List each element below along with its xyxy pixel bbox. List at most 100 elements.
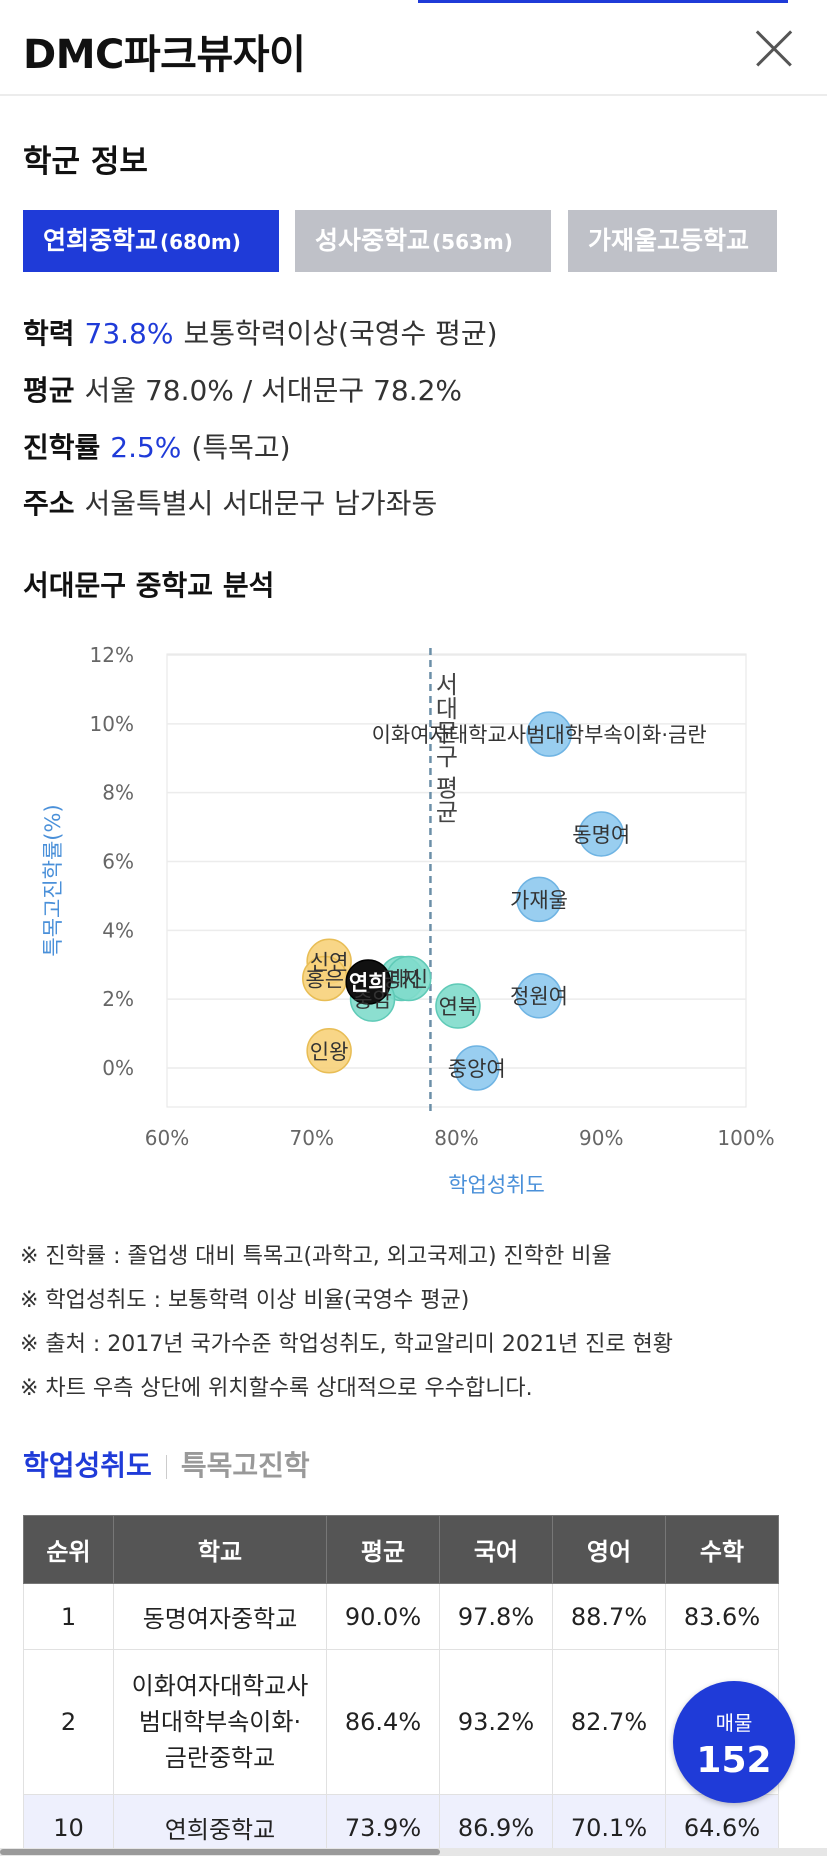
note-item: ※ 학업성취도 : 보통학력 이상 비율(국영수 평균) (20, 1288, 470, 1313)
listings-label: 매물 (715, 1711, 753, 1735)
cell-english: 82.7% (552, 1649, 666, 1795)
point-label: 이화여자대학교사범대학부속이화·금란 (372, 723, 707, 747)
scatter-point (345, 959, 391, 1005)
point-label: 중앙여 (448, 1057, 506, 1081)
info-text: (특목고) (191, 431, 291, 464)
point-label: 동명여 (572, 823, 630, 847)
point-label: 명지 (382, 968, 421, 992)
tab-special-high[interactable]: 특목고진학 (180, 1449, 310, 1482)
cell-school-line: 범대학부속이화· (138, 1708, 302, 1736)
note-item: ※ 진학률 : 졸업생 대비 특목고(과학고, 외고국제고) 진학한 비율 (20, 1244, 612, 1269)
info-row-advancement: 진학률 2.5% (특목고) (23, 426, 291, 466)
page-title: DMC파크뷰자이 (23, 32, 306, 78)
y-tick-label: 4% (102, 918, 134, 942)
tab-distance: (563m) (432, 230, 513, 254)
y-tick-label: 6% (102, 850, 134, 874)
tab-yeonhui-middle[interactable]: 연희중학교 (680m) (23, 210, 279, 272)
ranking-table: 순위 학교 평균 국어 영어 수학 1 동명여자중학교 90.0% 97.8% … (23, 1515, 779, 1856)
info-key: 진학률 (23, 431, 101, 464)
analysis-title: 서대문구 중학교 분석 (23, 569, 275, 602)
tab-divider (165, 1455, 167, 1479)
x-tick-label: 100% (717, 1126, 774, 1150)
table-row: 1 동명여자중학교 90.0% 97.8% 88.7% 83.6% (23, 1583, 779, 1650)
scatter-point (516, 876, 562, 923)
listings-button[interactable]: 매물 152 (673, 1681, 795, 1803)
info-row-average: 평균 서울 78.0% / 서대문구 78.2% (23, 369, 462, 409)
info-text: 보통학력이상(국영수 평균) (183, 317, 498, 350)
close-button[interactable] (754, 28, 794, 68)
col-header-rank: 순위 (23, 1515, 114, 1584)
point-label: 연희 (349, 971, 388, 995)
info-highlight: 2.5% (110, 431, 182, 464)
y-axis-title: 특목고진학률(%) (41, 804, 65, 956)
table-header-row: 순위 학교 평균 국어 영어 수학 (23, 1515, 779, 1584)
school-tabs: 연희중학교 (680m) 성사중학교 (563m) 가재울고등학교 (23, 210, 777, 272)
top-accent-bar (418, 0, 788, 3)
tab-distance: (680m) (160, 230, 241, 254)
x-tick-label: 70% (290, 1126, 334, 1150)
point-label: 정원여 (510, 985, 568, 1009)
cell-school-line: 금란중학교 (164, 1744, 276, 1772)
header: DMC파크뷰자이 (0, 0, 827, 96)
cell-rank: 2 (23, 1649, 114, 1795)
info-row-achievement: 학력 73.8% 보통학력이상(국영수 평균) (23, 312, 498, 352)
col-header-school: 학교 (113, 1515, 327, 1584)
x-tick-label: 80% (434, 1126, 478, 1150)
cell-average: 73.9% (326, 1794, 440, 1856)
info-text: 서울특별시 서대문구 남가좌동 (84, 487, 438, 520)
cell-english: 70.1% (552, 1794, 666, 1856)
tab-seongsa-middle[interactable]: 성사중학교 (563m) (295, 210, 551, 272)
cell-math: 64.6% (665, 1794, 779, 1856)
plot-area (166, 653, 747, 1108)
tab-achievement[interactable]: 학업성취도 (23, 1449, 152, 1482)
info-highlight: 73.8% (84, 317, 174, 350)
notes: ※ 진학률 : 졸업생 대비 특목고(과학고, 외고국제고) 진학한 비율 ※ … (20, 1242, 673, 1418)
cell-school: 동명여자중학교 (113, 1583, 327, 1650)
note-item: ※ 출처 : 2017년 국가수준 학업성취도, 학교알리미 2021년 진로 … (20, 1332, 674, 1357)
scatter-point (435, 983, 481, 1029)
point-label: 신연 (310, 950, 349, 974)
tab-label: 가재울고등학교 (588, 226, 750, 255)
cell-school-line: 이화여자대학교사 (131, 1672, 309, 1700)
col-header-math: 수학 (665, 1515, 779, 1584)
info-row-address: 주소 서울특별시 서대문구 남가좌동 (23, 482, 437, 522)
info-key: 주소 (23, 487, 75, 520)
x-tick-label: 90% (579, 1126, 623, 1150)
listings-count: 152 (696, 1740, 772, 1781)
point-label: 충암 (353, 988, 392, 1012)
cell-korean: 97.8% (439, 1583, 553, 1650)
x-tick-label: 60% (145, 1126, 189, 1150)
scatter-point (454, 1045, 500, 1091)
info-text: 서울 78.0% / 서대문구 78.2% (84, 374, 463, 407)
y-tick-label: 2% (102, 987, 134, 1011)
point-label: 연북 (439, 995, 478, 1019)
col-header-english: 영어 (552, 1515, 666, 1584)
tab-label: 연희중학교 (43, 226, 159, 255)
scatter-point (526, 711, 572, 757)
cell-school: 연희중학교 (113, 1794, 327, 1856)
info-key: 평균 (23, 374, 75, 407)
cell-math: 83.6% (665, 1583, 779, 1650)
y-tick-label: 8% (102, 781, 134, 805)
chart-svg: 12% 10% 8% 6% 4% 2% 0% 60% 70% 80% 90% 100% 학업성취도 특목고… (41, 643, 775, 1197)
sort-tabs: 학업성취도 특목고진학 (23, 1444, 310, 1484)
table-row: 2 이화여자대학교사 범대학부속이화· 금란중학교 86.4% 93.2% 82… (23, 1649, 779, 1795)
tab-gajaeul-high[interactable]: 가재울고등학교 (568, 210, 777, 272)
col-header-korean: 국어 (439, 1515, 553, 1584)
point-label: 가재울 (510, 888, 568, 912)
district-average-label: 서대문구 평균 (430, 672, 458, 824)
x-axis-title: 학업성취도 (448, 1173, 545, 1197)
y-tick-label: 10% (90, 712, 134, 736)
cell-average: 90.0% (326, 1583, 440, 1650)
note-item: ※ 차트 우측 상단에 위치할수록 상대적으로 우수합니다. (20, 1376, 533, 1401)
cell-english: 88.7% (552, 1583, 666, 1650)
table-row-current: 10 연희중학교 73.9% 86.9% 70.1% 64.6% (23, 1794, 779, 1856)
scrollbar-thumb[interactable] (0, 1849, 440, 1855)
cell-rank: 1 (23, 1583, 114, 1650)
scatter-chart: 12% 10% 8% 6% 4% 2% 0% 60% 70% 80% 90% 100% 학업성취도 특목고… (0, 615, 827, 1215)
cell-rank: 10 (23, 1794, 114, 1856)
point-label: 인왕 (310, 1040, 349, 1064)
tab-label: 성사중학교 (315, 226, 431, 255)
point-label: 대신 (389, 968, 428, 992)
scatter-point (306, 1028, 352, 1074)
